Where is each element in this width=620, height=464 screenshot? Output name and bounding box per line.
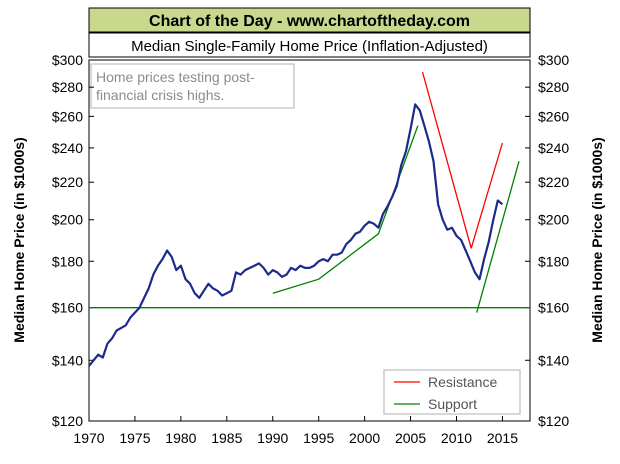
chart-title-box xyxy=(88,32,531,58)
legend-box xyxy=(383,369,521,415)
y-tick-label-left: $240 xyxy=(52,140,83,156)
x-tick-label: 2000 xyxy=(349,430,380,446)
y-tick-label-left: $260 xyxy=(52,108,83,124)
banner-text: Chart of the Day - www.chartoftheday.com xyxy=(149,13,470,30)
y-tick-label-left: $180 xyxy=(52,253,83,269)
legend: Resistance Support xyxy=(394,374,497,412)
y-tick-label-right: $300 xyxy=(538,52,569,68)
y-tick-label-right: $220 xyxy=(538,174,569,190)
series-layer xyxy=(88,103,504,367)
y-axis-title-right: Median Home Price (in $1000s) xyxy=(589,137,605,342)
x-tick-label: 2015 xyxy=(487,430,518,446)
y-tick-label-right: $280 xyxy=(538,79,569,95)
x-tick-label: 1985 xyxy=(211,430,242,446)
x-tick-label: 1975 xyxy=(119,430,150,446)
x-tick-label: 1970 xyxy=(73,430,104,446)
chart-title: Median Single-Family Home Price (Inflati… xyxy=(131,38,488,55)
annotation-line-1: Home prices testing post- xyxy=(96,69,255,85)
plot-area xyxy=(88,59,531,422)
y-tick-label-right: $140 xyxy=(538,352,569,368)
y-tick-label-right: $260 xyxy=(538,108,569,124)
annotation-line-2: financial crisis highs. xyxy=(96,87,224,103)
y-tick-label-right: $200 xyxy=(538,212,569,228)
annotation-box xyxy=(90,63,295,109)
resistance-line xyxy=(470,142,504,249)
y-tick-label-left: $300 xyxy=(52,52,83,68)
y-tick-label-left: $140 xyxy=(52,352,83,368)
y-tick-label-right: $160 xyxy=(538,300,569,316)
y-tick-label-right: $180 xyxy=(538,253,569,269)
legend-label-resistance: Resistance xyxy=(428,374,497,390)
legend-label-support: Support xyxy=(428,396,477,412)
x-tick-label: 1980 xyxy=(165,430,196,446)
y-tick-label-left: $220 xyxy=(52,174,83,190)
x-tick-label: 1990 xyxy=(257,430,288,446)
banner-box xyxy=(88,7,531,33)
x-tick-label: 2005 xyxy=(395,430,426,446)
axis-ticks: $120 $120 $140 $140 $160 $160 $180 $180 $200 $200… xyxy=(52,52,570,446)
price-series-line xyxy=(88,103,504,367)
resistance-line xyxy=(421,71,472,249)
y-axis-title-left: Median Home Price (in $1000s) xyxy=(11,137,27,342)
annotation-text: Home prices testing post- financial cris… xyxy=(96,69,259,103)
x-tick-label: 2010 xyxy=(441,430,472,446)
y-tick-label-left: $120 xyxy=(52,413,83,429)
y-tick-label-right: $240 xyxy=(538,140,569,156)
support-line xyxy=(476,161,520,313)
y-tick-label-right: $120 xyxy=(538,413,569,429)
y-tick-label-left: $280 xyxy=(52,79,83,95)
y-tick-label-left: $160 xyxy=(52,300,83,316)
y-tick-label-left: $200 xyxy=(52,212,83,228)
x-tick-label: 1995 xyxy=(303,430,334,446)
